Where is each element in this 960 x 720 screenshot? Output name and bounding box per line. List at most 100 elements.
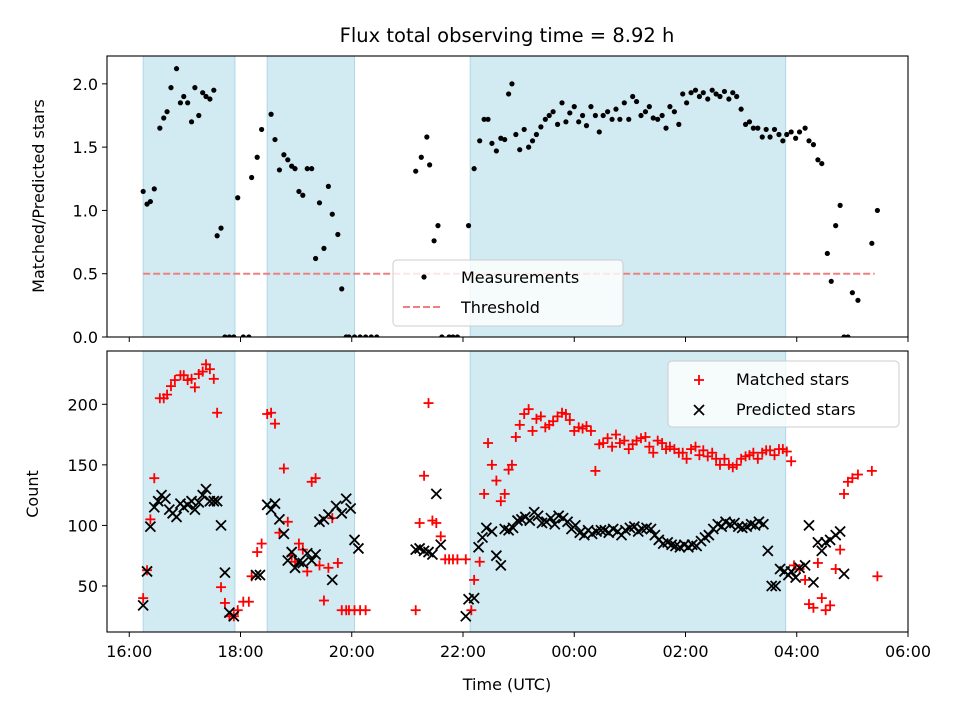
predicted-point: [336, 507, 348, 519]
measurement-point: [164, 109, 170, 115]
measurement-point: [339, 286, 345, 292]
measurement-point: [218, 225, 224, 231]
matched-point: [872, 571, 883, 582]
measurement-point: [259, 126, 265, 133]
predicted-point-b: [193, 496, 205, 509]
predicted-point: [265, 504, 277, 516]
predicted-point: [326, 574, 338, 586]
predicted-point-b: [422, 546, 435, 558]
measurement-point: [828, 278, 834, 284]
measurement-point: [633, 98, 640, 105]
measurement-point: [780, 138, 786, 144]
measurement-point: [222, 334, 228, 337]
matched-point: [414, 517, 425, 528]
legend-cross-b: [693, 404, 705, 416]
predicted-point-b: [468, 592, 480, 604]
predicted-point: [769, 580, 782, 592]
predicted-point-b: [799, 559, 811, 572]
matched-point: [560, 408, 571, 419]
matched-point: [765, 445, 776, 456]
predicted-point-b: [607, 523, 619, 535]
observing-band: [266, 55, 356, 338]
measurement-point: [776, 131, 782, 138]
measurement-point: [663, 125, 669, 131]
matched-point: [707, 447, 718, 458]
measurement-point: [613, 106, 619, 112]
measurement-point: [329, 211, 335, 217]
matched-point: [189, 382, 200, 393]
matched-point: [835, 544, 846, 555]
measurement-point: [759, 134, 765, 140]
predicted-point: [476, 531, 489, 544]
matched-point: [825, 600, 836, 611]
predicted-point-b: [430, 488, 442, 500]
matched-point: [602, 433, 613, 444]
measurement-point: [742, 121, 749, 127]
measurement-point: [276, 167, 283, 173]
predicted-point-b: [549, 518, 561, 530]
matched-point: [318, 595, 329, 606]
predicted-point: [141, 565, 153, 578]
measurement-point: [207, 96, 213, 102]
predicted-point: [348, 534, 361, 546]
measurement-point: [605, 109, 611, 115]
measurement-point: [161, 115, 167, 121]
predicted-point-b: [486, 525, 498, 538]
predicted-point: [745, 518, 757, 530]
count-y-label: Count: [23, 470, 42, 518]
predicted-point: [807, 576, 820, 588]
measurement-point: [351, 334, 358, 337]
measurement-point: [151, 186, 157, 192]
measurement-point: [300, 192, 306, 198]
predicted-point: [816, 545, 828, 557]
predicted-point: [549, 518, 561, 530]
matched-point: [800, 574, 811, 585]
measurement-point: [477, 138, 483, 144]
measurement-point: [321, 245, 327, 251]
matched-point: [479, 488, 490, 499]
measurement-point: [196, 112, 202, 119]
predicted-point: [297, 557, 309, 569]
measurement-point: [767, 134, 773, 140]
predicted-point: [595, 524, 607, 536]
predicted-point-b: [148, 501, 160, 513]
legend-threshold-label: Threshold: [460, 298, 540, 317]
predicted-point-b: [774, 563, 786, 575]
predicted-point-b: [219, 567, 231, 579]
predicted-point-b: [282, 554, 294, 567]
predicted-point-b: [348, 534, 361, 546]
predicted-point-b: [495, 559, 507, 572]
matched-point: [523, 404, 534, 415]
predicted-point-b: [352, 542, 365, 555]
measurement-point: [454, 334, 461, 337]
predicted-point: [219, 567, 231, 579]
measurement-point: [676, 121, 682, 127]
x-tick-label: 22:00: [440, 642, 486, 661]
measurement-point: [502, 136, 508, 143]
measurement-point: [485, 116, 491, 122]
matched-point: [607, 441, 618, 452]
matched-point: [711, 453, 722, 464]
predicted-point: [211, 495, 223, 507]
matched-point: [677, 447, 688, 458]
measurement-point: [211, 87, 217, 93]
predicted-point: [170, 511, 183, 523]
predicted-point: [200, 483, 212, 495]
predicted-point: [545, 512, 557, 524]
count-observing-bands: [142, 350, 787, 633]
measurement-point: [272, 136, 278, 143]
predicted-point-b: [757, 518, 770, 530]
legend-predicted-marker: [693, 404, 705, 416]
measurement-point: [357, 334, 363, 337]
measurement-point: [793, 135, 799, 141]
matched-point: [652, 435, 663, 446]
predicted-point: [193, 496, 205, 509]
predicted-point: [524, 514, 536, 527]
matched-point: [293, 538, 304, 549]
measurement-point: [542, 116, 548, 122]
predicted-point-b: [215, 519, 227, 532]
predicted-point-b: [141, 565, 153, 578]
predicted-point-b: [265, 504, 277, 516]
predicted-point-b: [834, 525, 846, 538]
predicted-point-b: [569, 519, 581, 532]
